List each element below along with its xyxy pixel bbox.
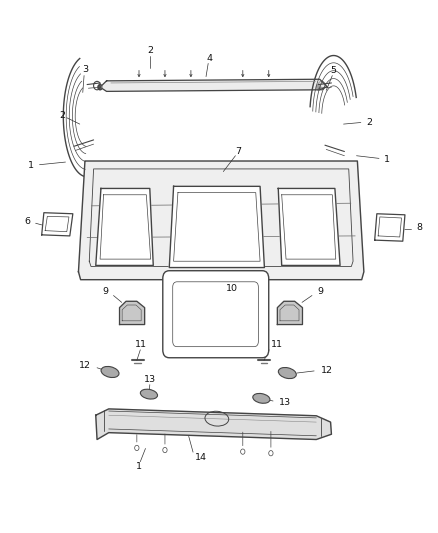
- Polygon shape: [100, 79, 327, 91]
- Text: 1: 1: [136, 463, 142, 471]
- Text: 3: 3: [82, 65, 88, 74]
- Ellipse shape: [279, 368, 296, 378]
- Text: 13: 13: [279, 398, 291, 407]
- Ellipse shape: [253, 393, 270, 403]
- Text: 11: 11: [271, 340, 283, 349]
- Text: 7: 7: [236, 147, 241, 156]
- Text: 1: 1: [384, 155, 390, 164]
- Text: 2: 2: [366, 118, 372, 127]
- Text: 11: 11: [135, 340, 147, 349]
- Circle shape: [316, 85, 321, 90]
- Text: 13: 13: [144, 375, 156, 384]
- Text: 9: 9: [317, 287, 323, 296]
- Text: 5: 5: [330, 66, 336, 75]
- Text: 4: 4: [206, 54, 212, 63]
- Polygon shape: [96, 409, 332, 440]
- Polygon shape: [278, 189, 340, 265]
- Polygon shape: [169, 187, 265, 268]
- Text: 10: 10: [226, 284, 238, 293]
- Polygon shape: [120, 301, 145, 325]
- Polygon shape: [277, 301, 303, 325]
- Text: 14: 14: [195, 453, 207, 462]
- Ellipse shape: [101, 367, 119, 377]
- Text: 12: 12: [79, 361, 91, 370]
- Ellipse shape: [140, 389, 158, 399]
- Text: 6: 6: [25, 217, 31, 226]
- Polygon shape: [96, 189, 153, 265]
- Polygon shape: [78, 161, 364, 280]
- Text: 12: 12: [321, 366, 332, 375]
- Text: 1: 1: [28, 161, 34, 169]
- Text: 2: 2: [147, 46, 153, 55]
- Text: 8: 8: [416, 223, 422, 232]
- Text: 9: 9: [102, 287, 108, 296]
- Polygon shape: [374, 214, 405, 241]
- Circle shape: [98, 85, 102, 90]
- Polygon shape: [42, 213, 73, 236]
- FancyBboxPatch shape: [163, 271, 269, 358]
- Text: 2: 2: [60, 111, 65, 119]
